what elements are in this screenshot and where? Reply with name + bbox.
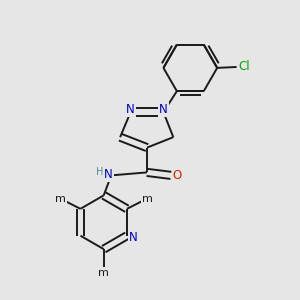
Text: N: N: [126, 103, 135, 116]
Text: H: H: [96, 167, 103, 177]
Text: N: N: [159, 103, 168, 116]
Text: Cl: Cl: [238, 61, 250, 74]
Text: N: N: [129, 231, 137, 244]
Text: N: N: [104, 168, 112, 181]
Text: O: O: [173, 169, 182, 182]
Text: m: m: [55, 194, 66, 204]
Text: m: m: [142, 194, 152, 204]
Text: m: m: [98, 268, 109, 278]
